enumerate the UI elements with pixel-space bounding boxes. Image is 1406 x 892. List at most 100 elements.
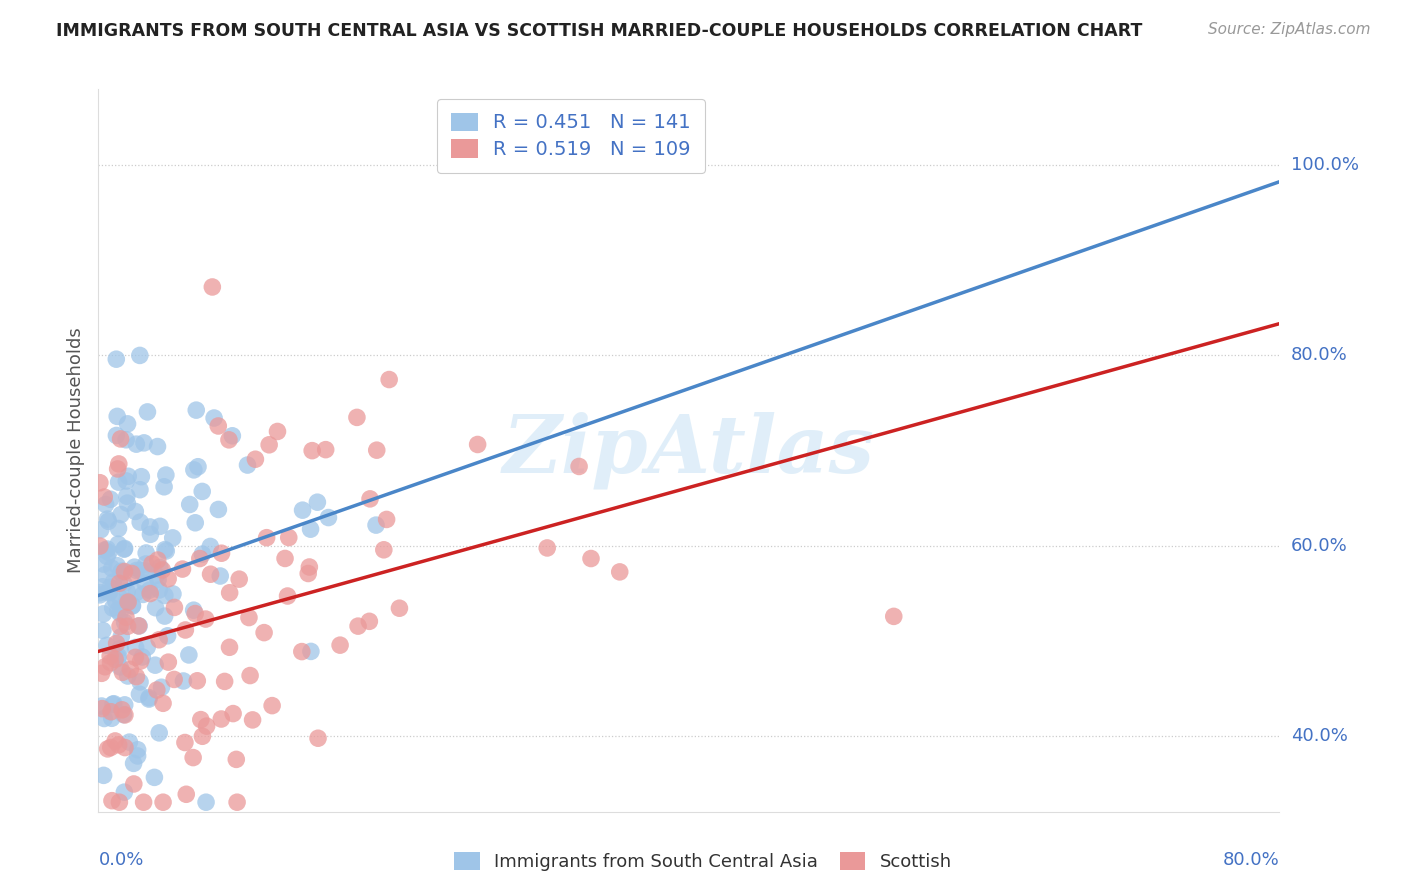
Point [242,713,264,727]
Text: 0.0%: 0.0% [98,851,143,869]
Point [118,735,141,749]
Point [103,697,125,711]
Point [94,660,117,674]
Point [277,531,299,545]
Point [103,575,125,590]
Point [172,562,194,576]
Point [129,654,152,668]
Point [105,558,128,573]
Point [225,752,247,766]
Point [209,712,232,726]
Point [124,650,146,665]
Point [347,619,370,633]
Point [114,698,136,712]
Point [194,612,217,626]
Point [346,410,368,425]
Point [579,551,602,566]
Point [115,594,138,608]
Point [245,452,267,467]
Point [315,442,337,457]
Point [148,632,170,647]
Point [90,523,112,537]
Point [195,719,218,733]
Point [89,585,111,599]
Point [146,573,169,587]
Point [156,629,179,643]
Point [91,580,114,594]
Point [883,609,905,624]
Point [135,546,157,560]
Point [117,619,139,633]
Point [112,707,135,722]
Point [94,498,117,512]
Point [91,624,114,638]
Point [218,640,240,655]
Point [96,549,118,564]
Point [110,432,132,446]
Point [138,692,160,706]
Point [110,508,132,522]
Point [101,698,124,712]
Point [125,437,148,451]
Text: 40.0%: 40.0% [1291,727,1347,745]
Point [105,636,128,650]
Point [112,542,135,557]
Point [115,610,138,624]
Point [162,587,184,601]
Point [128,687,150,701]
Text: 60.0%: 60.0% [1291,536,1347,555]
Point [174,623,197,637]
Point [127,748,149,763]
Point [107,651,129,665]
Point [93,711,115,725]
Point [153,542,176,557]
Point [274,551,297,566]
Point [277,589,299,603]
Point [115,489,138,503]
Text: 80.0%: 80.0% [1223,851,1279,869]
Point [97,514,120,528]
Point [125,670,148,684]
Point [301,443,323,458]
Point [214,674,236,689]
Point [134,563,156,577]
Point [129,483,152,497]
Point [107,649,129,664]
Point [93,557,115,571]
Point [221,429,243,443]
Point [129,564,152,578]
Point [186,673,208,688]
Point [152,795,174,809]
Point [128,619,150,633]
Point [145,568,167,582]
Point [191,484,214,499]
Point [89,588,111,602]
Point [145,600,167,615]
Point [129,515,152,529]
Point [97,742,120,756]
Point [149,519,172,533]
Point [129,674,152,689]
Point [150,563,173,577]
Point [291,503,314,517]
Point [226,795,249,809]
Point [307,731,329,746]
Point [93,768,115,782]
Point [115,474,138,488]
Point [201,280,224,294]
Point [200,540,222,554]
Point [90,698,112,713]
Point [108,660,131,674]
Point [162,531,184,545]
Point [155,468,177,483]
Point [105,409,128,424]
Point [105,352,128,367]
Point [104,652,127,666]
Point [124,640,146,655]
Point [150,680,173,694]
Point [112,576,135,591]
Point [90,666,112,681]
Point [207,419,229,434]
Point [183,603,205,617]
Point [218,586,240,600]
